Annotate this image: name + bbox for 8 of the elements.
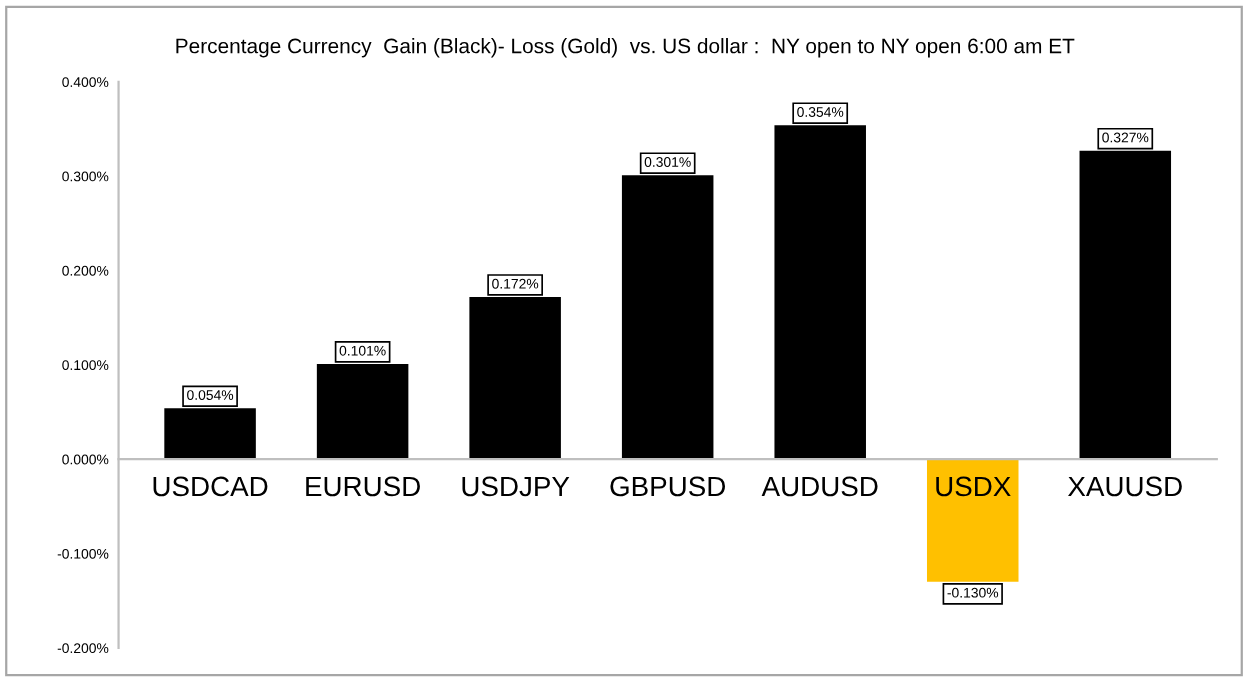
x-tick-label: USDCAD <box>153 476 268 497</box>
x-tick-label: XAUUSD <box>1068 476 1182 497</box>
x-tick-label: GBPUSD <box>610 476 726 497</box>
chart-title: Percentage Currency Gain (Black)- Loss (Gold) vs. US dollar : NY open to NY open 6:00 am ET <box>176 38 1075 58</box>
x-tick-label: EURUSD <box>306 476 420 497</box>
x-tick-label: AUDUSD <box>761 476 878 497</box>
x-tick-label: USDX <box>936 476 1011 497</box>
x-tick-label: USDJPY <box>462 476 570 497</box>
